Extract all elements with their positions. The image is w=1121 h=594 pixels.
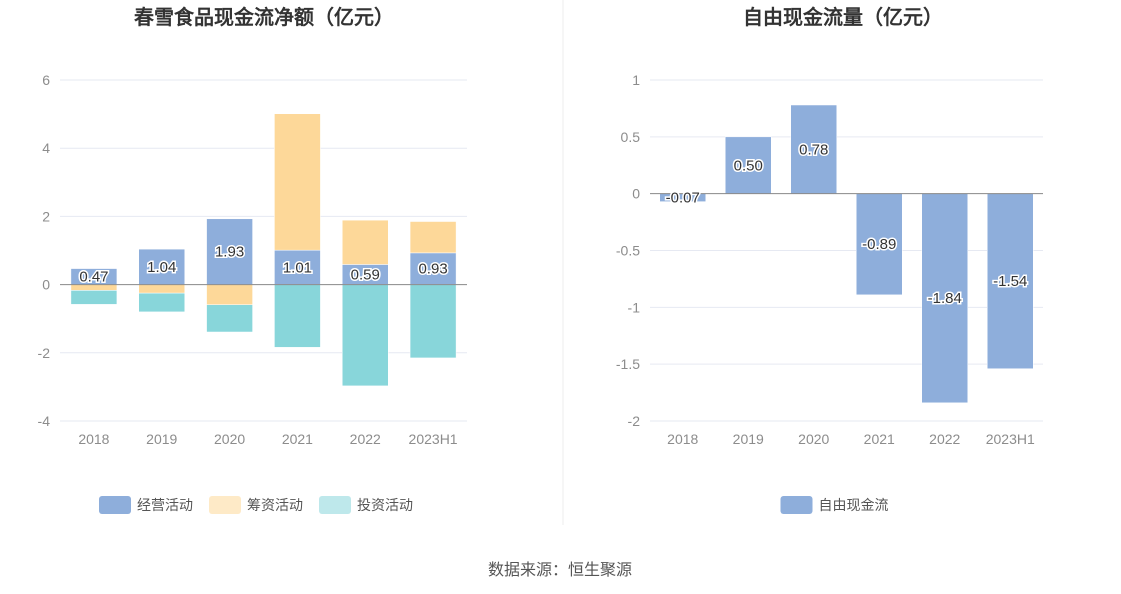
x-tick-label: 2018 (667, 431, 698, 447)
x-tick-label: 2019 (733, 431, 764, 447)
data-label: -0.89 (862, 236, 896, 253)
bar-自由现金流-2021[interactable] (856, 193, 903, 296)
y-tick-label: -2 (628, 413, 641, 429)
bar-筹资活动-2023H1[interactable] (409, 221, 457, 254)
x-tick-label: 2022 (350, 431, 381, 447)
bar-筹资活动-2019[interactable] (138, 284, 185, 294)
legend-swatch[interactable] (319, 496, 351, 514)
y-tick-label: -4 (38, 413, 51, 429)
legend-swatch[interactable] (209, 496, 241, 514)
data-label: 1.01 (283, 259, 312, 276)
x-tick-label: 2018 (78, 431, 109, 447)
bar-筹资活动-2021[interactable] (274, 113, 321, 251)
bar-投资活动-2023H1[interactable] (409, 284, 457, 359)
bar-筹资活动-2022[interactable] (342, 219, 389, 265)
y-tick-label: -1 (628, 299, 641, 315)
y-tick-label: 4 (42, 140, 50, 156)
data-label: 0.93 (418, 261, 447, 278)
bar-投资活动-2022[interactable] (342, 284, 389, 387)
data-label: -1.84 (928, 290, 962, 307)
data-label: 0.47 (79, 269, 108, 286)
legend-label[interactable]: 投资活动 (357, 497, 413, 513)
x-tick-label: 2020 (798, 431, 829, 447)
chart-title: 自由现金流量（亿元） (743, 5, 943, 29)
data-label: 0.59 (351, 267, 380, 284)
bar-自由现金流-2023H1[interactable] (987, 193, 1034, 369)
bar-投资活动-2020[interactable] (206, 304, 253, 333)
legend-swatch[interactable] (780, 496, 813, 514)
bar-经营活动-2019[interactable] (138, 248, 185, 285)
legend-swatch[interactable] (99, 496, 131, 514)
bar-投资活动-2021[interactable] (274, 284, 321, 348)
x-tick-label: 2022 (929, 431, 960, 447)
legend-label[interactable]: 自由现金流 (819, 497, 889, 513)
y-tick-label: 2 (42, 208, 50, 224)
legend-label[interactable]: 筹资活动 (247, 497, 303, 513)
legend-label[interactable]: 经营活动 (137, 497, 193, 513)
data-label: -0.07 (666, 190, 700, 207)
x-tick-label: 2021 (282, 431, 313, 447)
y-tick-label: 0.5 (621, 129, 641, 145)
y-tick-label: 0 (42, 277, 50, 293)
bar-筹资活动-2020[interactable] (206, 284, 253, 305)
y-tick-label: -2 (38, 345, 51, 361)
bar-自由现金流-2019[interactable] (725, 136, 772, 194)
y-tick-label: -1.5 (616, 356, 640, 372)
x-tick-label: 2020 (214, 431, 245, 447)
data-label: -1.54 (993, 273, 1027, 290)
chart-title: 春雪食品现金流净额（亿元） (133, 5, 394, 29)
data-label: 1.93 (215, 244, 244, 261)
y-tick-label: 1 (632, 72, 640, 88)
bar-自由现金流-2022[interactable] (921, 193, 968, 404)
x-tick-label: 2023H1 (986, 431, 1035, 447)
y-tick-label: 0 (632, 186, 640, 202)
x-tick-label: 2023H1 (409, 431, 458, 447)
x-tick-label: 2019 (146, 431, 177, 447)
source-text: 数据来源：恒生聚源 (488, 561, 632, 579)
y-tick-label: -0.5 (616, 243, 640, 259)
bar-投资活动-2018[interactable] (70, 290, 118, 305)
x-tick-label: 2021 (864, 431, 895, 447)
y-tick-label: 6 (42, 72, 50, 88)
bar-自由现金流-2020[interactable] (790, 104, 837, 194)
data-label: 1.04 (147, 259, 176, 276)
data-label: 0.78 (799, 141, 828, 158)
bar-投资活动-2019[interactable] (138, 292, 185, 313)
data-label: 0.50 (734, 157, 763, 174)
